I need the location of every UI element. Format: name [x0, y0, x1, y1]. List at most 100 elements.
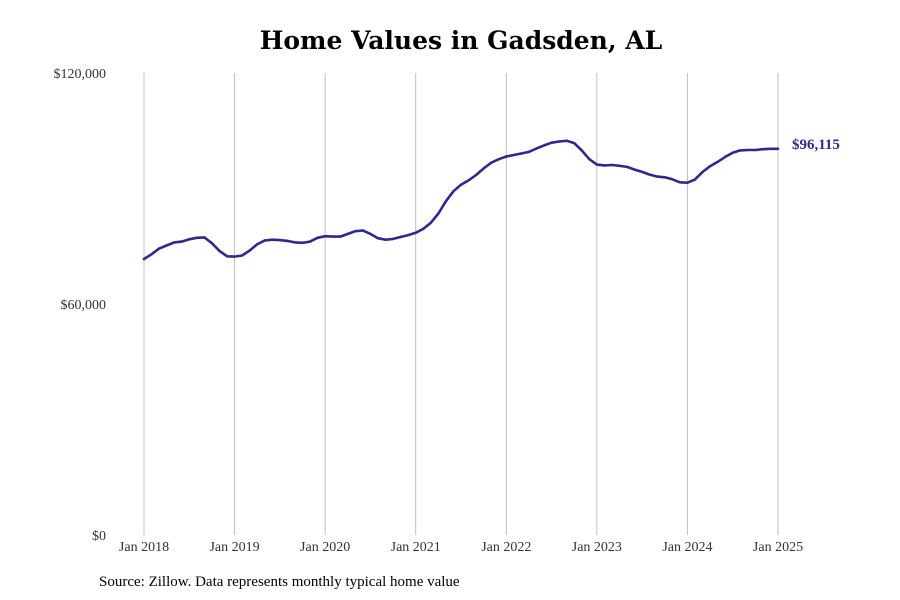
data-point: [618, 164, 621, 167]
data-point: [157, 247, 161, 250]
data-point: [323, 235, 327, 238]
data-point: [686, 181, 689, 184]
data-point: [414, 231, 417, 234]
data-point: [278, 238, 282, 242]
data-point: [671, 178, 674, 181]
data-point: [648, 173, 651, 176]
data-point: [256, 243, 259, 246]
data-point: [384, 238, 387, 241]
data-point: [746, 148, 749, 152]
data-point: [437, 212, 440, 215]
data-point: [286, 239, 289, 243]
data-point: [724, 155, 727, 159]
data-point: [203, 236, 206, 239]
data-point: [474, 173, 478, 177]
series-layer: [142, 139, 780, 261]
data-point: [452, 190, 455, 193]
data-point: [308, 240, 312, 243]
data-point: [520, 152, 523, 155]
data-point: [459, 183, 463, 186]
x-tick-label: Jan 2018: [119, 540, 169, 555]
data-point: [678, 181, 682, 184]
data-point: [640, 170, 644, 174]
data-point: [565, 139, 568, 142]
data-point: [165, 244, 168, 247]
x-tick-label: Jan 2025: [753, 540, 803, 555]
data-point: [180, 240, 183, 243]
y-tick-label: $60,000: [61, 298, 107, 313]
x-tick-label: Jan 2019: [209, 540, 259, 555]
data-point: [535, 147, 538, 150]
data-point: [361, 229, 365, 232]
data-point: [776, 147, 780, 150]
data-point: [407, 233, 410, 237]
x-axis: Jan 2018 Jan 2019 Jan 2020 Jan 2021 Jan 2022…: [119, 540, 803, 555]
y-tick-label: $0: [92, 529, 106, 544]
y-tick-label: $120,000: [54, 67, 107, 82]
data-point: [663, 176, 666, 179]
data-point: [708, 165, 712, 168]
data-point: [240, 254, 244, 257]
data-point: [248, 249, 251, 252]
data-point: [399, 235, 402, 239]
data-point: [512, 153, 515, 157]
data-point: [218, 249, 221, 253]
x-tick-label: Jan 2021: [391, 540, 441, 555]
data-point: [482, 167, 485, 170]
data-point: [550, 141, 553, 144]
grid-lines: [143, 73, 779, 535]
x-tick-label: Jan 2024: [662, 540, 712, 555]
data-point: [761, 148, 765, 151]
end-value-label: $96,115: [792, 137, 840, 153]
data-point: [369, 232, 372, 236]
data-point: [573, 141, 576, 145]
data-point: [633, 168, 636, 171]
data-point: [429, 221, 432, 224]
data-point: [301, 241, 304, 244]
data-point: [769, 147, 772, 150]
data-point: [467, 179, 470, 182]
data-point: [610, 163, 614, 167]
data-point: [444, 200, 448, 203]
x-tick-label: Jan 2022: [481, 540, 531, 555]
data-point: [195, 236, 198, 239]
data-point: [331, 235, 334, 238]
data-point: [490, 161, 493, 164]
data-point: [588, 158, 591, 161]
data-point: [603, 164, 606, 167]
data-point: [316, 236, 319, 239]
data-point: [739, 149, 742, 152]
x-tick-label: Jan 2020: [300, 540, 350, 555]
data-point: [422, 227, 425, 231]
chart-title: Home Values in Gadsden, AL: [259, 26, 663, 55]
data-point: [354, 230, 357, 233]
data-point: [557, 140, 561, 143]
data-point: [271, 238, 274, 241]
data-point: [263, 239, 266, 242]
data-point: [580, 149, 583, 152]
data-point: [346, 232, 349, 236]
data-point: [542, 144, 546, 147]
data-point: [716, 160, 719, 164]
data-point: [173, 241, 176, 244]
data-point: [656, 175, 659, 178]
data-point: [693, 178, 697, 181]
y-axis: $0 $60,000 $120,000: [54, 67, 107, 544]
data-point: [497, 158, 500, 161]
data-point: [376, 237, 380, 240]
data-point: [754, 148, 757, 152]
data-point: [233, 255, 236, 258]
data-point: [595, 163, 599, 166]
data-point: [339, 235, 342, 238]
data-point: [142, 257, 146, 261]
data-point: [505, 155, 508, 158]
data-point: [150, 253, 153, 256]
x-tick-label: Jan 2023: [572, 540, 622, 555]
data-point: [391, 237, 395, 241]
source-note: Source: Zillow. Data represents monthly …: [99, 574, 460, 590]
series-line: [142, 139, 780, 261]
data-point: [527, 150, 531, 154]
data-point: [701, 170, 704, 174]
data-point: [210, 242, 214, 245]
